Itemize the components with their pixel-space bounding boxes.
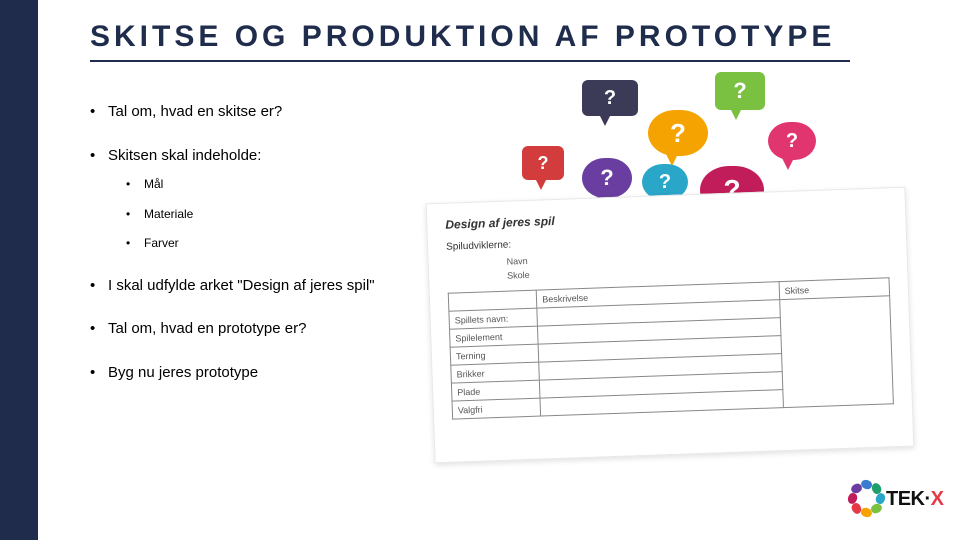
speech-bubble: ? [648, 110, 708, 156]
worksheet-table: BeskrivelseSkitseSpillets navn:Spileleme… [448, 277, 894, 419]
logo-text-part1: TEK [886, 488, 925, 510]
sub-bullet-item: Mål [126, 177, 440, 193]
logo-ring-icon [850, 482, 890, 522]
speech-bubble: ? [715, 72, 765, 110]
bullet-list: Tal om, hvad en skitse er? Skitsen skal … [90, 102, 440, 382]
logo-text-part2: X [931, 488, 944, 510]
bullet-item: Tal om, hvad en prototype er? [90, 319, 440, 339]
sub-bullet-item: Farver [126, 236, 440, 252]
tekx-logo: TEK·X [850, 480, 942, 526]
worksheet-row-label: Valgfri [452, 398, 541, 419]
bullet-text: Skitsen skal indeholde: [108, 147, 261, 164]
bullet-text: Tal om, hvad en prototype er? [108, 320, 306, 337]
sidebar-stripe [0, 0, 38, 540]
logo-text: TEK·X [886, 488, 944, 511]
slide-title: SKITSE OG PRODUKTION AF PROTOTYPE [90, 20, 850, 62]
speech-bubble: ? [522, 146, 564, 180]
worksheet-image: Design af jeres spil Spiludviklerne: Nav… [426, 187, 915, 464]
bullet-text: I skal udfylde arket "Design af jeres sp… [108, 277, 375, 294]
speech-bubble: ? [582, 80, 638, 116]
speech-bubble: ? [768, 122, 816, 160]
sub-bullet-item: Materiale [126, 207, 440, 223]
bullet-text: Tal om, hvad en skitse er? [108, 103, 282, 120]
speech-bubble: ? [582, 158, 632, 198]
bullet-item: Byg nu jeres prototype [90, 363, 440, 383]
sub-bullet-list: Mål Materiale Farver [108, 177, 440, 252]
bullet-text: Byg nu jeres prototype [108, 364, 258, 381]
bullet-item: Tal om, hvad en skitse er? [90, 102, 440, 122]
worksheet-title: Design af jeres spil [445, 202, 887, 231]
bullet-item: Skitsen skal indeholde: Mål Materiale Fa… [90, 146, 440, 252]
worksheet-sketch-cell [779, 296, 893, 408]
bullet-item: I skal udfylde arket "Design af jeres sp… [90, 276, 440, 296]
